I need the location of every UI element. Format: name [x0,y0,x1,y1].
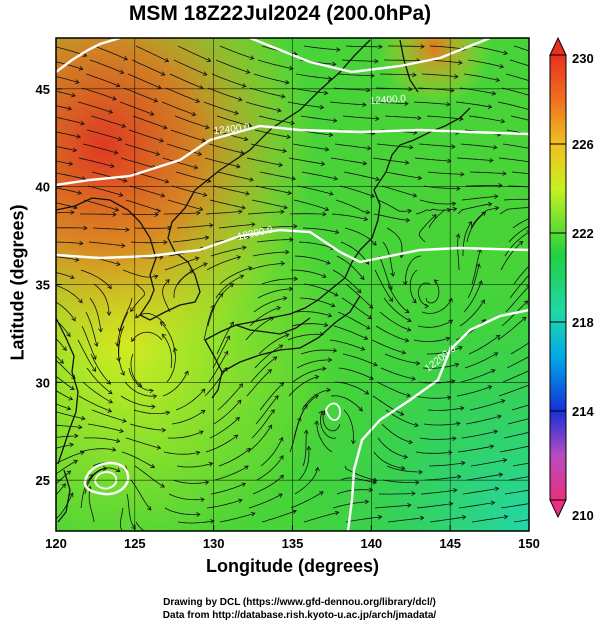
x-axis-ticks: 120 125 130 135 140 145 150 [45,525,540,551]
contour-12400 [56,124,529,187]
colorbar: 230 226 222 218 214 210 [549,36,594,523]
colorbar-tick-label: 214 [572,404,594,419]
x-tick-label: 145 [439,536,461,551]
grid-lines [56,38,529,531]
y-axis-ticks: 25 30 35 40 45 [36,82,62,488]
contour-12400-north [249,38,491,74]
y-tick-label: 30 [36,375,50,390]
x-tick-label: 125 [124,536,146,551]
x-axis-label: Longitude (degrees) [205,556,379,576]
credit-data-source: Data from http://database.rish.kyoto-u.a… [162,610,437,621]
x-tick-label: 150 [518,536,540,551]
contour-low-ring-1 [83,461,130,496]
y-tick-label: 45 [36,82,50,97]
y-tick-label: 25 [36,473,50,488]
x-tick-label: 140 [360,536,382,551]
colorbar-bottom-arrow [549,499,567,519]
colorbar-tick-label: 230 [572,51,594,66]
colorbar-tick-label: 210 [572,508,594,523]
contour-low-ring-2 [94,471,118,490]
x-tick-label: 135 [282,536,304,551]
y-tick-label: 40 [36,180,50,195]
chart-title: MSM 18Z22Jul2024 (200.0hPa) [128,2,432,25]
coastlines [56,39,471,523]
y-tick-label: 35 [36,278,50,293]
credit-dcl: Drawing by DCL (https://www.gfd-dennou.o… [163,597,436,608]
y-axis-label: Latitude (degrees) [7,204,28,361]
colorbar-tick-label: 218 [572,315,594,330]
x-tick-label: 120 [45,536,67,551]
colorbar-tick-label: 222 [572,226,594,241]
contour-label: 12400.0 [213,122,251,137]
colorbar-top-arrow [549,36,567,56]
wind-streamlines [56,44,529,531]
contour-low-ring-3 [325,402,341,421]
contour-label: 12400.0 [369,93,406,107]
contour-12300 [56,228,529,264]
colorbar-bar [549,54,567,501]
contour-12500 [56,38,121,73]
colorbar-tick-label: 226 [572,137,594,152]
x-tick-label: 130 [203,536,225,551]
